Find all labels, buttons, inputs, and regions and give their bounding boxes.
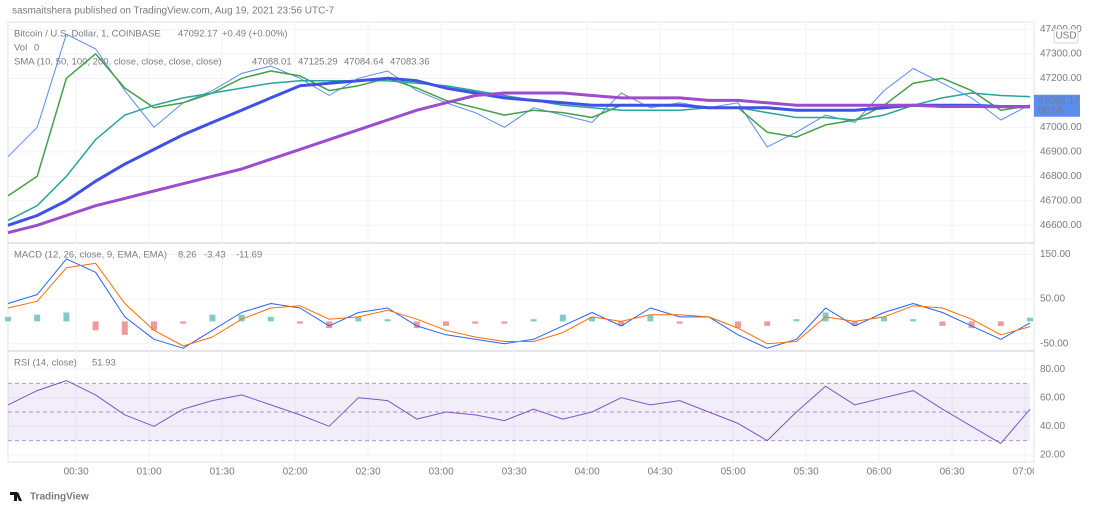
histogram-bar <box>413 321 420 329</box>
last-price: 47092.17 <box>178 29 218 40</box>
histogram-bar <box>910 319 917 322</box>
y-tick-label: 20.00 <box>1040 449 1065 460</box>
y-tick-label: 47000.00 <box>1040 122 1082 133</box>
macd-value: 8.26 <box>178 250 197 261</box>
x-tick-label: 06:30 <box>940 467 965 478</box>
series-line <box>7 380 1031 444</box>
histogram-bar <box>63 312 70 322</box>
histogram-bar <box>384 319 391 322</box>
x-tick-label: 01:00 <box>137 467 162 478</box>
x-tick-label: 03:30 <box>502 467 527 478</box>
histogram-bar <box>589 316 595 322</box>
series-line <box>7 91 1031 235</box>
series-line <box>7 53 1031 197</box>
histogram-bar <box>238 314 245 322</box>
x-tick-label: 04:00 <box>575 467 600 478</box>
macd-value: -11.69 <box>236 250 262 261</box>
y-tick-label: 46600.00 <box>1040 220 1082 231</box>
rsi-value: 51.93 <box>92 358 116 369</box>
histogram-bar <box>443 321 449 326</box>
y-tick-label: 60.00 <box>1040 392 1065 403</box>
y-tick-label: 80.00 <box>1040 364 1065 375</box>
currency-box <box>1053 28 1079 44</box>
publisher: sasmaitshera published on TradingView.co… <box>12 6 335 17</box>
histogram-bar <box>618 321 625 326</box>
series-line <box>7 262 1031 347</box>
x-tick-label: 04:30 <box>648 467 673 478</box>
series-line <box>7 33 1031 158</box>
sma-value: 47088.01 <box>252 57 292 68</box>
volume-label: Vol <box>14 43 27 54</box>
histogram-bar <box>297 321 303 324</box>
histogram-bar <box>151 321 157 331</box>
sma-value: 47125.29 <box>298 57 338 68</box>
histogram-bar <box>968 321 975 329</box>
tv-logo <box>10 492 22 501</box>
histogram-bar <box>34 314 41 322</box>
price-tag-time: 00:58 <box>1038 105 1063 116</box>
histogram-bar <box>267 316 274 322</box>
sma-value: 47084.64 <box>344 57 384 68</box>
x-tick-label: 05:30 <box>794 467 819 478</box>
histogram-bar <box>209 314 216 322</box>
y-tick-label: 40.00 <box>1040 421 1065 432</box>
histogram-bar <box>735 321 741 329</box>
x-tick-label: 07:00 <box>1013 467 1038 478</box>
histogram-bar <box>647 314 654 322</box>
y-tick-label: -50.00 <box>1040 338 1069 349</box>
histogram-bar <box>121 321 128 335</box>
histogram-bar <box>881 316 887 322</box>
currency: USD <box>1055 31 1076 42</box>
x-tick-label: 03:00 <box>429 467 454 478</box>
histogram-bar <box>180 321 187 324</box>
y-tick-label: 46800.00 <box>1040 171 1082 182</box>
y-tick-label: 150.00 <box>1040 249 1071 260</box>
plot-area: 00:30 01:00 01:30 02:00 02:30 03:00 03:30 04:00… <box>5 22 1082 478</box>
histogram-bar <box>92 321 99 331</box>
histogram-bar <box>501 321 508 324</box>
histogram-bar <box>326 321 333 329</box>
histogram-bar <box>793 319 800 322</box>
histogram-bar <box>355 316 362 322</box>
y-tick-label: 46900.00 <box>1040 146 1082 157</box>
histogram-bar <box>1027 317 1033 322</box>
plot-frame <box>7 21 1035 463</box>
series-line <box>7 76 1031 227</box>
y-tick-label: 47200.00 <box>1040 73 1082 84</box>
symbol: Bitcoin / U.S. Dollar, 1, COINBASE <box>14 29 161 40</box>
macd-legend: MACD (12, 26, close, 9, EMA, EMA) <box>14 250 167 261</box>
x-tick-label: 06:00 <box>867 467 892 478</box>
histogram-bar <box>676 321 683 324</box>
y-tick-label: 50.00 <box>1040 294 1065 305</box>
histogram-bar <box>997 321 1004 326</box>
rsi-legend: RSI (14, close) <box>14 358 77 369</box>
change: +0.49 (+0.00%) <box>222 29 288 40</box>
x-tick-label: 02:00 <box>283 467 308 478</box>
brand: TradingView <box>30 492 89 503</box>
series-line <box>7 80 1031 222</box>
sma-value: 47083.36 <box>390 57 430 68</box>
histogram-bar <box>939 321 946 326</box>
x-tick-label: 05:00 <box>721 467 746 478</box>
histogram-bar <box>5 316 11 322</box>
histogram-bar <box>764 321 771 326</box>
histogram-bar <box>851 321 858 326</box>
x-tick-label: 01:30 <box>210 467 235 478</box>
histogram-bar <box>472 321 479 324</box>
volume-value: 0 <box>34 43 39 54</box>
price-tag <box>1034 94 1080 117</box>
histogram-bar <box>530 319 537 322</box>
y-tick-label: 46700.00 <box>1040 195 1082 206</box>
macd-value: -3.43 <box>204 250 226 261</box>
sma-legend: SMA (10, 50, 100, 200, close, close, clo… <box>14 57 222 68</box>
x-tick-label: 02:30 <box>356 467 381 478</box>
series-line <box>7 258 1031 349</box>
x-tick-label: 00:30 <box>64 467 89 478</box>
price-tag-value: 47092.17 <box>1038 95 1080 106</box>
y-tick-label: 47300.00 <box>1040 48 1082 59</box>
histogram-bar <box>559 314 566 322</box>
